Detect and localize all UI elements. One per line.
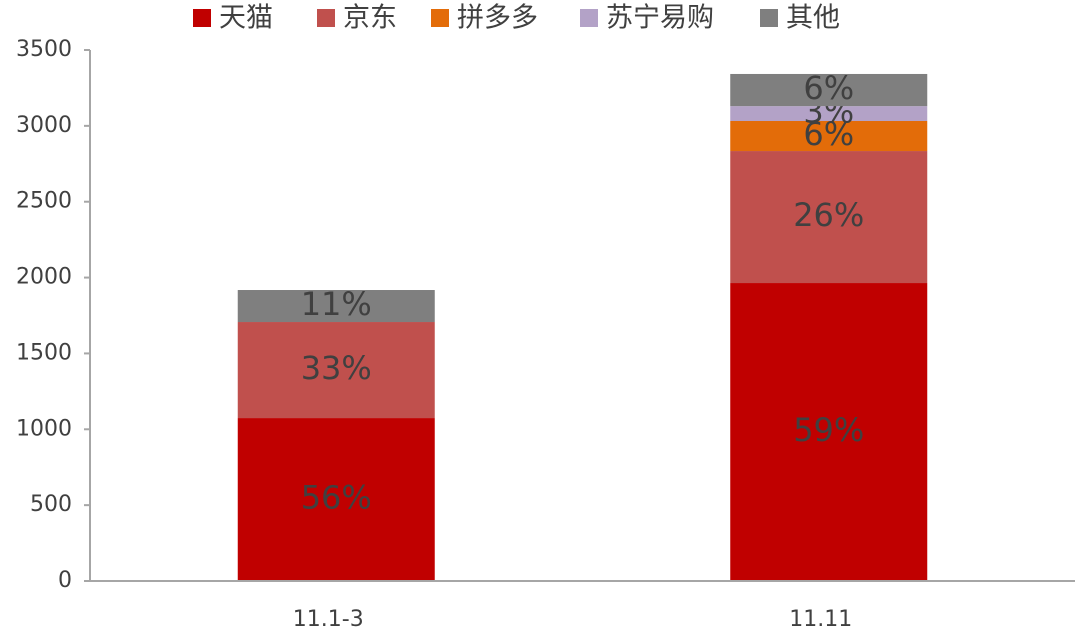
legend-swatch — [580, 9, 598, 27]
legend-swatch — [317, 9, 335, 27]
y-tick-label: 0 — [58, 568, 72, 593]
bar-segment — [730, 121, 928, 152]
y-tick-label: 3000 — [16, 113, 72, 138]
x-tick-label: 11.1-3 — [293, 607, 364, 632]
bar-segment — [237, 322, 435, 419]
segment-label: 11% — [301, 285, 372, 323]
bar-segment — [730, 73, 928, 107]
segment-label: 56% — [301, 479, 372, 517]
y-tick-label: 3500 — [16, 37, 72, 62]
y-tick-label: 2500 — [16, 189, 72, 214]
y-tick-label: 1500 — [16, 340, 72, 365]
legend-label: 拼多多 — [457, 3, 538, 34]
legend-swatch — [760, 9, 778, 27]
segment-label: 26% — [793, 196, 864, 234]
segment-label: 6% — [803, 115, 854, 153]
y-tick-label: 2000 — [16, 265, 72, 290]
x-tick-label: 11.11 — [789, 607, 852, 632]
bar-segment — [237, 290, 435, 323]
bar-segment — [730, 283, 928, 581]
y-tick-label: 500 — [30, 492, 72, 517]
legend-label: 苏宁易购 — [606, 3, 714, 34]
bar-segment — [237, 418, 435, 581]
segment-label: 33% — [301, 349, 372, 387]
legend-label: 京东 — [343, 3, 397, 34]
legend-swatch — [193, 9, 211, 27]
bar-segment — [730, 151, 928, 284]
segment-label: 6% — [803, 69, 854, 107]
legend-label: 其他 — [786, 3, 840, 34]
y-tick-label: 1000 — [16, 416, 72, 441]
bar-segment — [730, 106, 928, 122]
legend-swatch — [431, 9, 449, 27]
legend-label: 天猫 — [219, 3, 273, 34]
segment-label: 59% — [793, 411, 864, 449]
